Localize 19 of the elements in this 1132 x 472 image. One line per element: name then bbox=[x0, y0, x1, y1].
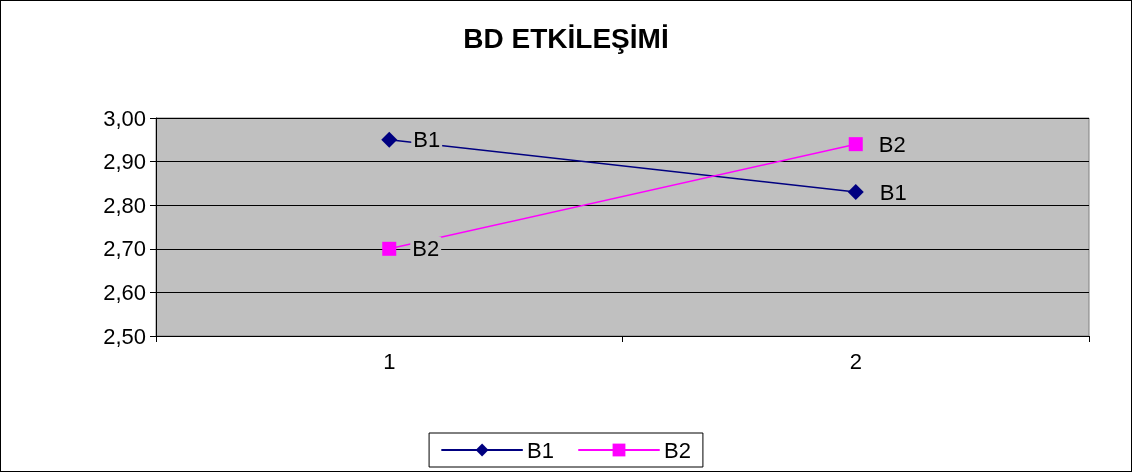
y-tick-label: 2,50 bbox=[103, 323, 146, 349]
point bbox=[381, 131, 398, 148]
point bbox=[848, 137, 863, 152]
y-tick-label: 2,60 bbox=[103, 279, 146, 305]
point bbox=[847, 184, 864, 201]
text: B2 bbox=[878, 131, 906, 157]
x-tick-label: 1 bbox=[383, 348, 396, 374]
text: B1 bbox=[413, 127, 441, 153]
y-tick-label: 2,90 bbox=[103, 149, 146, 175]
legend-label: B2 bbox=[664, 437, 691, 463]
chart-title: BD ETKİLEŞİMİ bbox=[463, 22, 669, 54]
y-tick-label: 3,00 bbox=[103, 105, 146, 131]
y-tick-label: 2,80 bbox=[103, 192, 146, 218]
legend-label: B1 bbox=[527, 437, 555, 463]
y-tick-label: 2,70 bbox=[103, 236, 146, 262]
x-tick-label: 2 bbox=[849, 348, 862, 374]
text: B1 bbox=[879, 179, 907, 205]
text: B2 bbox=[412, 236, 440, 262]
point bbox=[382, 241, 397, 256]
